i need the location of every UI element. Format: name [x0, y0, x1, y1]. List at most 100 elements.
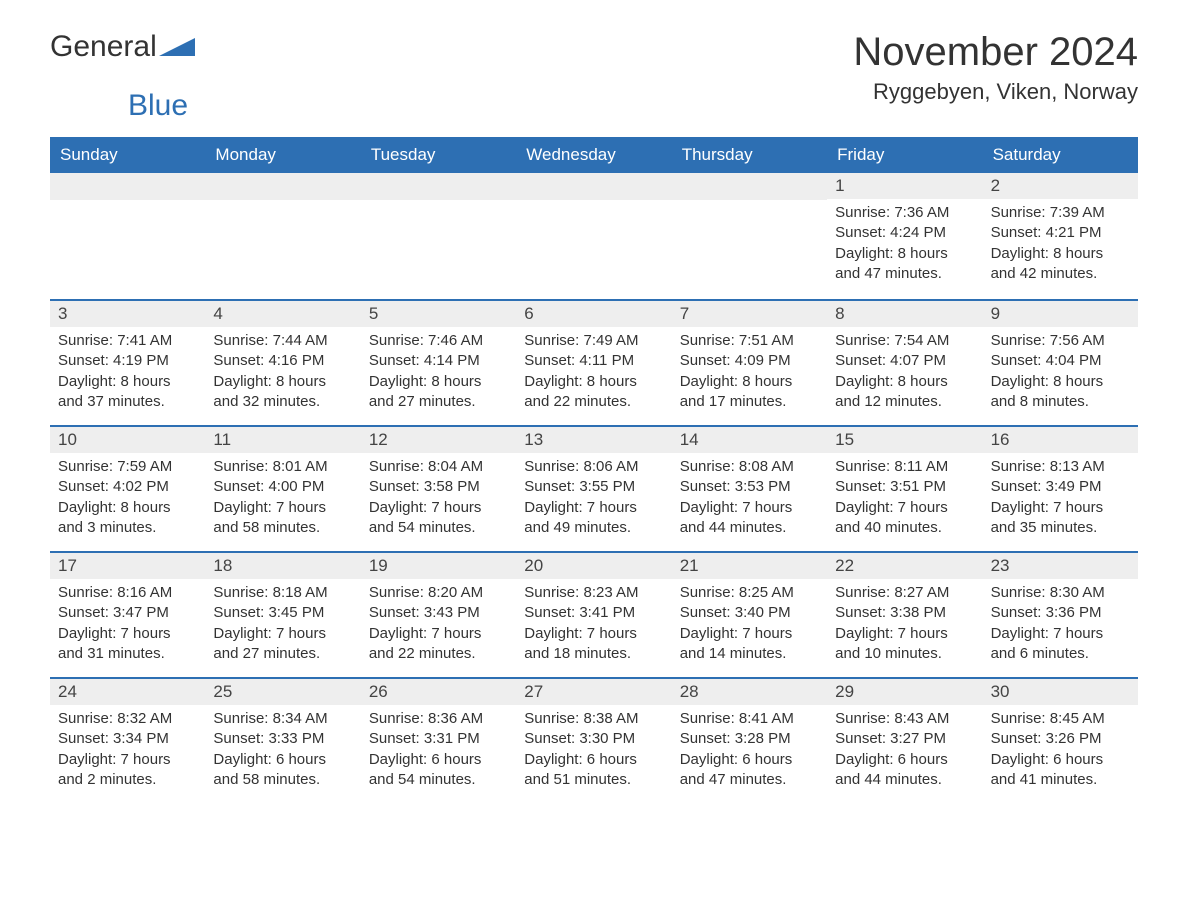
sunrise-line: Sunrise: 8:13 AM [991, 457, 1130, 477]
sunrise-line: Sunrise: 7:44 AM [213, 331, 352, 351]
daylight-line: Daylight: 7 hours and 6 minutes. [991, 624, 1130, 665]
day-number: 22 [827, 553, 982, 579]
day-number: 23 [983, 553, 1138, 579]
dow-cell: Tuesday [361, 137, 516, 173]
day-cell: 20Sunrise: 8:23 AMSunset: 3:41 PMDayligh… [516, 553, 671, 677]
daylight-line: Daylight: 8 hours and 12 minutes. [835, 372, 974, 413]
daylight-line: Daylight: 7 hours and 40 minutes. [835, 498, 974, 539]
daylight-line: Daylight: 6 hours and 51 minutes. [524, 750, 663, 791]
day-number: 24 [50, 679, 205, 705]
day-cell: 6Sunrise: 7:49 AMSunset: 4:11 PMDaylight… [516, 301, 671, 425]
day-cell: 5Sunrise: 7:46 AMSunset: 4:14 PMDaylight… [361, 301, 516, 425]
daylight-line: Daylight: 7 hours and 14 minutes. [680, 624, 819, 665]
sunrise-line: Sunrise: 7:51 AM [680, 331, 819, 351]
daylight-line: Daylight: 8 hours and 8 minutes. [991, 372, 1130, 413]
sunset-line: Sunset: 3:58 PM [369, 477, 508, 497]
sunset-line: Sunset: 3:33 PM [213, 729, 352, 749]
day-number: 30 [983, 679, 1138, 705]
day-cell [205, 173, 360, 299]
daylight-line: Daylight: 6 hours and 58 minutes. [213, 750, 352, 791]
day-cell: 18Sunrise: 8:18 AMSunset: 3:45 PMDayligh… [205, 553, 360, 677]
sunrise-line: Sunrise: 7:59 AM [58, 457, 197, 477]
sunset-line: Sunset: 3:38 PM [835, 603, 974, 623]
day-body: Sunrise: 8:30 AMSunset: 3:36 PMDaylight:… [983, 579, 1138, 672]
day-number: 28 [672, 679, 827, 705]
day-cell: 25Sunrise: 8:34 AMSunset: 3:33 PMDayligh… [205, 679, 360, 803]
daylight-line: Daylight: 8 hours and 37 minutes. [58, 372, 197, 413]
day-body: Sunrise: 8:25 AMSunset: 3:40 PMDaylight:… [672, 579, 827, 672]
day-number: 27 [516, 679, 671, 705]
day-cell: 21Sunrise: 8:25 AMSunset: 3:40 PMDayligh… [672, 553, 827, 677]
sunrise-line: Sunrise: 8:01 AM [213, 457, 352, 477]
title-block: November 2024 Ryggebyen, Viken, Norway [853, 30, 1138, 105]
day-number: 15 [827, 427, 982, 453]
sunrise-line: Sunrise: 8:08 AM [680, 457, 819, 477]
daylight-line: Daylight: 7 hours and 58 minutes. [213, 498, 352, 539]
day-body: Sunrise: 7:44 AMSunset: 4:16 PMDaylight:… [205, 327, 360, 420]
logo-flag-icon [159, 30, 195, 64]
sunset-line: Sunset: 4:21 PM [991, 223, 1130, 243]
sunset-line: Sunset: 4:14 PM [369, 351, 508, 371]
sunrise-line: Sunrise: 8:27 AM [835, 583, 974, 603]
sunset-line: Sunset: 4:02 PM [58, 477, 197, 497]
day-body: Sunrise: 8:08 AMSunset: 3:53 PMDaylight:… [672, 453, 827, 546]
empty-day-header [672, 173, 827, 200]
week-row: 1Sunrise: 7:36 AMSunset: 4:24 PMDaylight… [50, 173, 1138, 299]
sunrise-line: Sunrise: 8:04 AM [369, 457, 508, 477]
sunrise-line: Sunrise: 7:56 AM [991, 331, 1130, 351]
sunrise-line: Sunrise: 8:11 AM [835, 457, 974, 477]
week-row: 10Sunrise: 7:59 AMSunset: 4:02 PMDayligh… [50, 425, 1138, 551]
daylight-line: Daylight: 7 hours and 2 minutes. [58, 750, 197, 791]
sunrise-line: Sunrise: 8:06 AM [524, 457, 663, 477]
sunrise-line: Sunrise: 7:54 AM [835, 331, 974, 351]
day-number: 4 [205, 301, 360, 327]
sunset-line: Sunset: 3:41 PM [524, 603, 663, 623]
sunset-line: Sunset: 3:40 PM [680, 603, 819, 623]
day-body: Sunrise: 7:39 AMSunset: 4:21 PMDaylight:… [983, 199, 1138, 292]
sunset-line: Sunset: 3:31 PM [369, 729, 508, 749]
daylight-line: Daylight: 7 hours and 54 minutes. [369, 498, 508, 539]
day-cell: 1Sunrise: 7:36 AMSunset: 4:24 PMDaylight… [827, 173, 982, 299]
day-cell: 9Sunrise: 7:56 AMSunset: 4:04 PMDaylight… [983, 301, 1138, 425]
sunrise-line: Sunrise: 7:46 AM [369, 331, 508, 351]
sunset-line: Sunset: 3:26 PM [991, 729, 1130, 749]
day-body: Sunrise: 8:43 AMSunset: 3:27 PMDaylight:… [827, 705, 982, 798]
day-number: 20 [516, 553, 671, 579]
sunrise-line: Sunrise: 8:18 AM [213, 583, 352, 603]
day-number: 5 [361, 301, 516, 327]
logo: General [50, 30, 195, 64]
day-number: 2 [983, 173, 1138, 199]
day-cell: 3Sunrise: 7:41 AMSunset: 4:19 PMDaylight… [50, 301, 205, 425]
day-cell: 27Sunrise: 8:38 AMSunset: 3:30 PMDayligh… [516, 679, 671, 803]
sunset-line: Sunset: 4:07 PM [835, 351, 974, 371]
sunrise-line: Sunrise: 7:41 AM [58, 331, 197, 351]
day-body: Sunrise: 8:13 AMSunset: 3:49 PMDaylight:… [983, 453, 1138, 546]
daylight-line: Daylight: 8 hours and 32 minutes. [213, 372, 352, 413]
sunset-line: Sunset: 4:09 PM [680, 351, 819, 371]
day-cell: 30Sunrise: 8:45 AMSunset: 3:26 PMDayligh… [983, 679, 1138, 803]
day-number: 1 [827, 173, 982, 199]
daylight-line: Daylight: 6 hours and 47 minutes. [680, 750, 819, 791]
daylight-line: Daylight: 7 hours and 31 minutes. [58, 624, 197, 665]
calendar: SundayMondayTuesdayWednesdayThursdayFrid… [50, 137, 1138, 803]
day-body: Sunrise: 8:23 AMSunset: 3:41 PMDaylight:… [516, 579, 671, 672]
day-cell: 8Sunrise: 7:54 AMSunset: 4:07 PMDaylight… [827, 301, 982, 425]
day-cell: 28Sunrise: 8:41 AMSunset: 3:28 PMDayligh… [672, 679, 827, 803]
day-body: Sunrise: 7:59 AMSunset: 4:02 PMDaylight:… [50, 453, 205, 546]
empty-day-header [50, 173, 205, 200]
sunrise-line: Sunrise: 8:43 AM [835, 709, 974, 729]
day-number: 14 [672, 427, 827, 453]
day-number: 12 [361, 427, 516, 453]
sunset-line: Sunset: 3:55 PM [524, 477, 663, 497]
daylight-line: Daylight: 7 hours and 27 minutes. [213, 624, 352, 665]
day-body: Sunrise: 8:38 AMSunset: 3:30 PMDaylight:… [516, 705, 671, 798]
day-cell: 16Sunrise: 8:13 AMSunset: 3:49 PMDayligh… [983, 427, 1138, 551]
sunrise-line: Sunrise: 8:20 AM [369, 583, 508, 603]
daylight-line: Daylight: 7 hours and 22 minutes. [369, 624, 508, 665]
day-number: 16 [983, 427, 1138, 453]
daylight-line: Daylight: 6 hours and 54 minutes. [369, 750, 508, 791]
sunrise-line: Sunrise: 7:49 AM [524, 331, 663, 351]
day-body: Sunrise: 8:36 AMSunset: 3:31 PMDaylight:… [361, 705, 516, 798]
day-body: Sunrise: 8:27 AMSunset: 3:38 PMDaylight:… [827, 579, 982, 672]
day-cell: 15Sunrise: 8:11 AMSunset: 3:51 PMDayligh… [827, 427, 982, 551]
